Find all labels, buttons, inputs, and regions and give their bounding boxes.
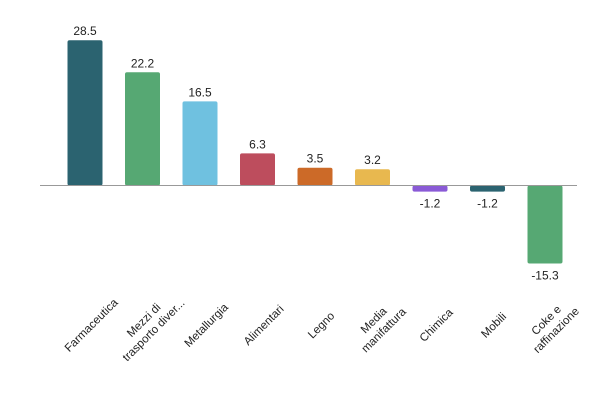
svg-text:Mediamanifattura: Mediamanifattura: [350, 296, 409, 355]
svg-text:Legno: Legno: [306, 310, 337, 341]
svg-text:Coke eraffinazione: Coke eraffinazione: [522, 296, 582, 356]
bar: [67, 40, 103, 186]
bar: [240, 153, 275, 186]
bar: [470, 185, 505, 192]
value-label: -1.2: [420, 197, 441, 211]
category-label-line: Metallurgia: [183, 301, 232, 350]
category-label: Chimica: [418, 306, 456, 344]
svg-text:Farmaceutica: Farmaceutica: [63, 296, 121, 354]
bar: [412, 185, 448, 192]
value-label: 3.2: [364, 153, 381, 167]
value-label: 22.2: [131, 56, 155, 70]
svg-text:Mezzi ditrasporto diver...: Mezzi ditrasporto diver...: [111, 287, 188, 364]
svg-text:Mobili: Mobili: [479, 311, 509, 341]
category-label: Legno: [306, 310, 337, 341]
value-labels-group: 28.5 22.2 16.5 6.3 3.5 3.2 -1.2 -1.2 -15.3: [73, 24, 559, 282]
bar: [355, 169, 390, 186]
bar: [297, 167, 333, 186]
category-label-line: Mobili: [479, 311, 509, 341]
svg-text:Chimica: Chimica: [418, 306, 456, 344]
category-labels-group: Farmaceutica Mezzi ditrasporto diver...Me…: [63, 287, 582, 364]
category-label: Coke eraffinazione: [522, 296, 582, 356]
category-label-line: Chimica: [418, 306, 456, 344]
category-label: Metallurgia: [183, 301, 232, 350]
value-label: 28.5: [73, 24, 97, 38]
value-label: 3.5: [307, 152, 324, 166]
category-label: Alimentari: [242, 303, 287, 348]
bar: [125, 72, 160, 186]
category-label: Mobili: [479, 311, 509, 341]
svg-text:Metallurgia: Metallurgia: [183, 301, 232, 350]
value-label: 16.5: [188, 85, 212, 99]
category-label: Mezzi ditrasporto diver...: [111, 287, 188, 364]
value-label: -15.3: [531, 269, 559, 283]
bar: [182, 101, 218, 186]
value-label: 6.3: [249, 137, 266, 151]
value-label: -1.2: [477, 197, 498, 211]
svg-text:Alimentari: Alimentari: [242, 303, 287, 348]
category-label-line: Alimentari: [242, 303, 287, 348]
category-label-line: Farmaceutica: [63, 296, 121, 354]
bar: [527, 185, 563, 264]
category-label-line: Legno: [306, 310, 337, 341]
category-label: Farmaceutica: [63, 296, 121, 354]
bars-group: [67, 40, 563, 264]
category-label: Mediamanifattura: [350, 296, 409, 355]
